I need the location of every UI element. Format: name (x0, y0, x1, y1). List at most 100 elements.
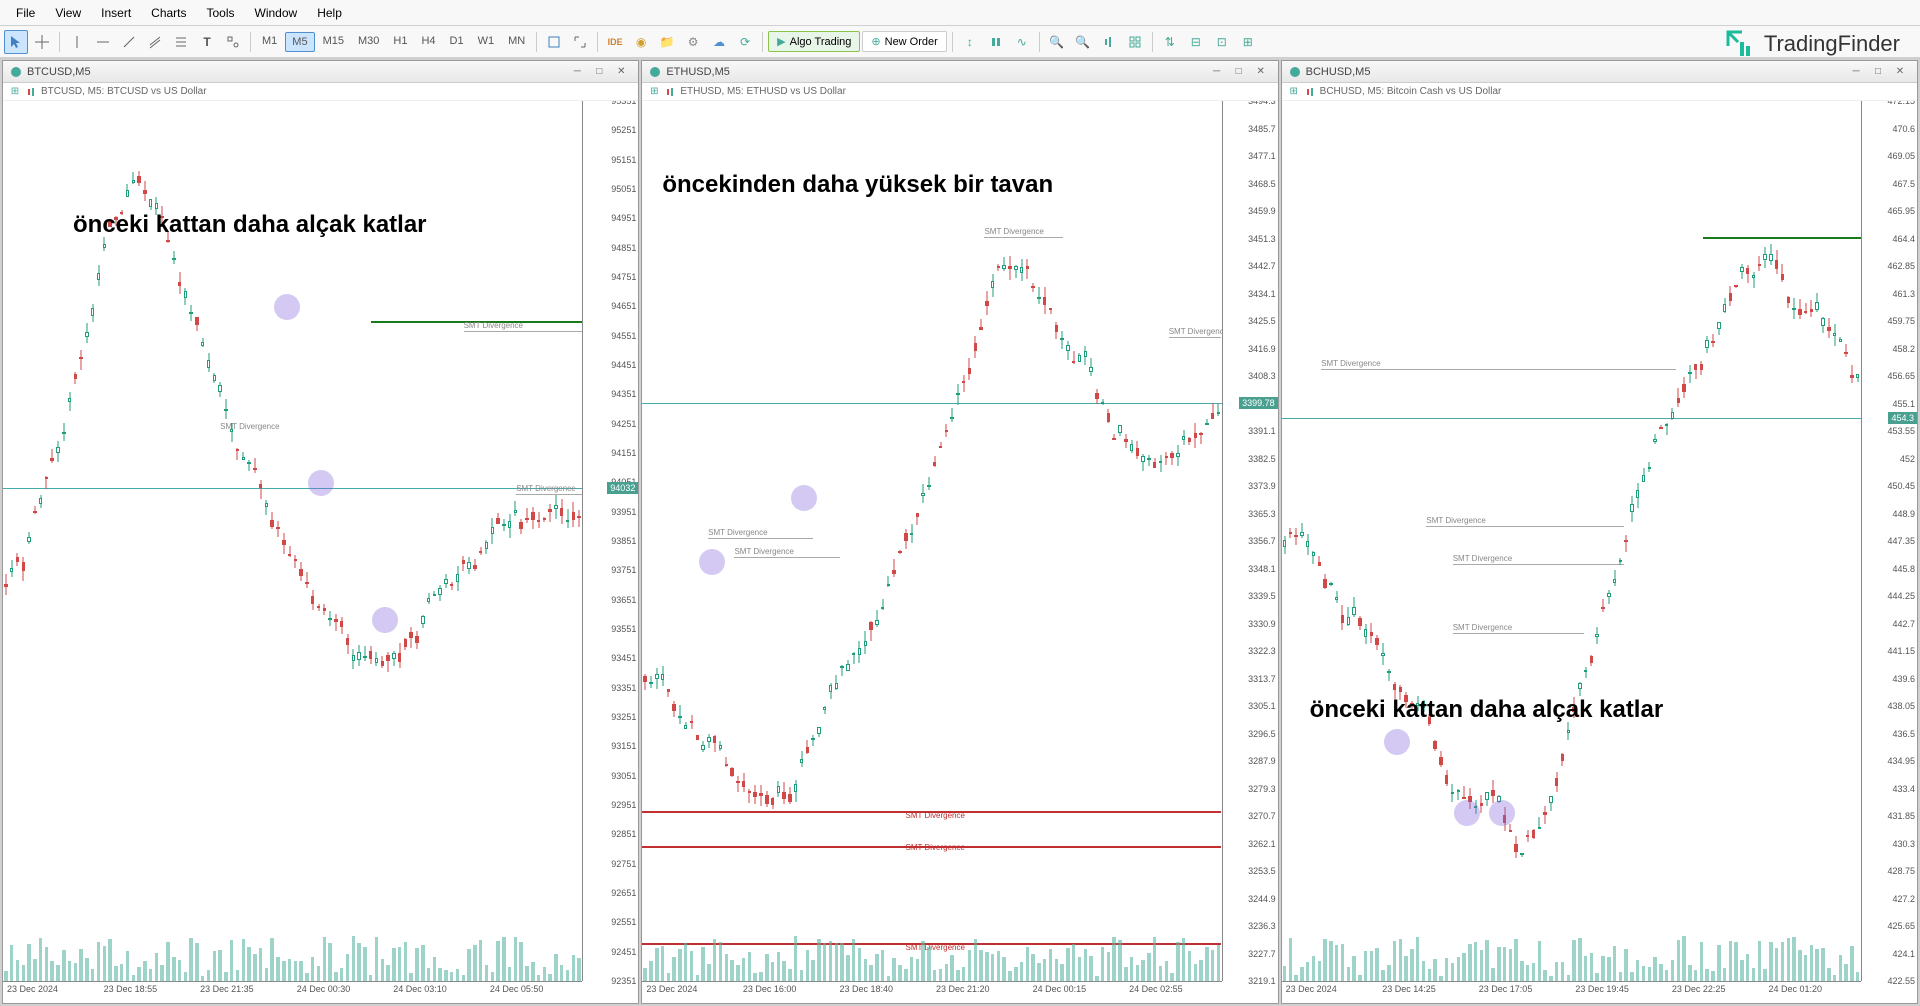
folder-icon[interactable]: 📁 (655, 30, 679, 54)
minimize-button[interactable]: ─ (566, 63, 588, 81)
close-button[interactable]: ✕ (1250, 63, 1272, 81)
y-tick: 461.3 (1892, 289, 1915, 299)
maximize-button[interactable]: □ (588, 63, 610, 81)
timeframe-M5[interactable]: M5 (285, 32, 314, 52)
broker-icon[interactable]: ◉ (629, 30, 653, 54)
menu-charts[interactable]: Charts (141, 2, 196, 24)
y-tick: 428.75 (1887, 866, 1915, 876)
refresh-icon[interactable]: ⟳ (733, 30, 757, 54)
volume-bar (502, 937, 505, 981)
menu-insert[interactable]: Insert (91, 2, 141, 24)
menu-help[interactable]: Help (307, 2, 352, 24)
y-axis[interactable]: 3494.33485.73477.13468.53459.93451.33442… (1222, 101, 1278, 981)
volume-bar (334, 972, 337, 981)
x-tick: 23 Dec 17:05 (1475, 982, 1572, 1003)
grid-icon[interactable]: ⊞ (9, 86, 21, 98)
y-axis[interactable]: 9535195251951519505194951948519475194651… (582, 101, 638, 981)
maximize-button[interactable]: □ (1867, 63, 1889, 81)
vertical-line-tool[interactable] (65, 30, 89, 54)
y-tick: 93351 (611, 683, 636, 693)
volume-bar (1159, 966, 1162, 981)
toggle2-icon[interactable]: ⊟ (1184, 30, 1208, 54)
volume-bar (1723, 968, 1726, 981)
y-tick: 444.25 (1887, 591, 1915, 601)
chart-plot[interactable]: SMT DivergenceSMT DivergenceSMT Divergen… (1282, 101, 1861, 981)
volume-bar (1613, 946, 1616, 981)
volume-bar (1043, 959, 1046, 981)
chart-body[interactable]: SMT DivergenceSMT DivergenceSMT Divergen… (3, 101, 638, 1003)
candle-icon[interactable] (664, 86, 676, 98)
candle-icon[interactable] (25, 86, 37, 98)
timeframe-M1[interactable]: M1 (256, 32, 283, 52)
timeframe-W1[interactable]: W1 (472, 32, 501, 52)
menu-view[interactable]: View (45, 2, 91, 24)
zoom-in-icon[interactable]: 🔍 (1045, 30, 1069, 54)
volume-bar (1031, 954, 1034, 981)
menu-tools[interactable]: Tools (197, 2, 245, 24)
y-tick: 92451 (611, 947, 636, 957)
timeframe-H1[interactable]: H1 (387, 32, 413, 52)
algo-trading-button[interactable]: ▶Algo Trading (768, 31, 860, 52)
y-tick: 439.6 (1892, 674, 1915, 684)
separator (597, 32, 598, 52)
maximize-button[interactable]: □ (1228, 63, 1250, 81)
chart-type-icon[interactable] (1097, 30, 1121, 54)
menu-file[interactable]: File (6, 2, 45, 24)
shift-icon[interactable]: ↕ (958, 30, 982, 54)
text-tool[interactable]: T (195, 30, 219, 54)
toggle4-icon[interactable]: ⊞ (1236, 30, 1260, 54)
horizontal-line-tool[interactable] (91, 30, 115, 54)
cloud-icon[interactable]: ☁ (707, 30, 731, 54)
indicator-icon[interactable]: ∿ (1010, 30, 1034, 54)
volume-bar (649, 961, 652, 981)
toggle3-icon[interactable]: ⊡ (1210, 30, 1234, 54)
grid-icon[interactable]: ⊞ (1288, 86, 1300, 98)
timeframe-D1[interactable]: D1 (444, 32, 470, 52)
y-axis[interactable]: 472.15470.6469.05467.5465.95464.4462.854… (1861, 101, 1917, 981)
timeframe-M30[interactable]: M30 (352, 32, 385, 52)
volume-bar (160, 965, 163, 981)
y-tick: 425.65 (1887, 921, 1915, 931)
volume-bar (800, 970, 803, 981)
volume-bar (840, 943, 843, 981)
pause-icon[interactable] (984, 30, 1008, 54)
y-tick: 3434.1 (1248, 289, 1276, 299)
timeframe-M15[interactable]: M15 (317, 32, 350, 52)
chart-plot[interactable]: SMT DivergenceSMT DivergenceSMT Divergen… (642, 101, 1221, 981)
settings-icon[interactable]: ⚙ (681, 30, 705, 54)
volume-bar (1503, 947, 1506, 981)
objects-tool[interactable] (221, 30, 245, 54)
y-tick: 95351 (611, 101, 636, 106)
channel-tool[interactable] (143, 30, 167, 54)
new-order-button[interactable]: ⊕New Order (862, 31, 946, 52)
grid-icon[interactable] (1123, 30, 1147, 54)
timeframe-H4[interactable]: H4 (415, 32, 441, 52)
chart-body[interactable]: SMT DivergenceSMT DivergenceSMT Divergen… (642, 101, 1277, 1003)
chart-subtitle-bar: ⊞ ETHUSD, M5: ETHUSD vs US Dollar (642, 83, 1277, 101)
zoom-out-icon[interactable]: 🔍 (1071, 30, 1095, 54)
menu-window[interactable]: Window (245, 2, 308, 24)
cursor-tool[interactable] (4, 30, 28, 54)
crosshair-tool[interactable] (30, 30, 54, 54)
trendline-tool[interactable] (117, 30, 141, 54)
y-tick: 94451 (611, 360, 636, 370)
y-tick: 95251 (611, 125, 636, 135)
close-button[interactable]: ✕ (1889, 63, 1911, 81)
toggle1-icon[interactable]: ⇅ (1158, 30, 1182, 54)
y-tick: 469.05 (1887, 151, 1915, 161)
ide-button[interactable]: IDE (603, 30, 627, 54)
expand-icon[interactable] (568, 30, 592, 54)
volume-bar (409, 973, 412, 981)
chart-body[interactable]: SMT DivergenceSMT DivergenceSMT Divergen… (1282, 101, 1917, 1003)
close-button[interactable]: ✕ (610, 63, 632, 81)
y-tick: 94551 (611, 331, 636, 341)
candle-icon[interactable] (1304, 86, 1316, 98)
volume-bar (566, 970, 569, 981)
volume-bar (56, 965, 59, 981)
minimize-button[interactable]: ─ (1845, 63, 1867, 81)
timeframe-MN[interactable]: MN (502, 32, 531, 52)
grid-icon[interactable]: ⊞ (648, 86, 660, 98)
minimize-button[interactable]: ─ (1206, 63, 1228, 81)
fibo-tool[interactable] (169, 30, 193, 54)
zoom-fit-icon[interactable] (542, 30, 566, 54)
